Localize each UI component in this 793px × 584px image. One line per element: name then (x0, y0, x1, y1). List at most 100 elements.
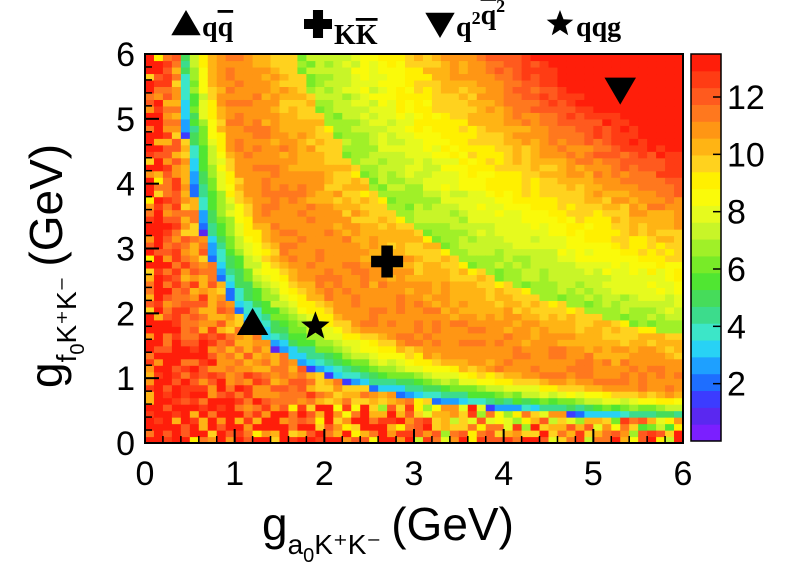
heatmap-cell (162, 157, 173, 165)
heatmap-cell (360, 358, 370, 366)
heatmap-cell (396, 144, 406, 152)
heatmap-cell (234, 352, 245, 360)
heatmap-cell (162, 216, 173, 224)
heatmap-cell (351, 131, 361, 139)
heatmap-cell (674, 306, 684, 314)
heatmap-cell (431, 267, 442, 276)
heatmap-cell (620, 332, 630, 340)
heatmap-cell (252, 248, 263, 256)
heatmap-cell (378, 54, 388, 62)
heatmap-cell (431, 105, 442, 113)
heatmap-cell (611, 229, 621, 237)
heatmap-cell (431, 358, 442, 366)
heatmap-cell (396, 216, 406, 224)
heatmap-cell (270, 397, 281, 405)
heatmap-cell (494, 177, 505, 185)
heatmap-cell (198, 151, 209, 159)
heatmap-cell (449, 54, 460, 62)
heatmap-cell (180, 319, 191, 327)
heatmap-cell (620, 138, 630, 146)
heatmap-cell (225, 248, 236, 256)
heatmap-cell (557, 131, 568, 139)
heatmap-cell (611, 365, 621, 373)
heatmap-cell (288, 293, 299, 301)
heatmap-cell (566, 170, 576, 178)
heatmap-cell (674, 345, 684, 353)
heatmap-cell (180, 423, 191, 431)
heatmap-cell (494, 170, 505, 178)
heatmap-cell (656, 144, 666, 152)
heatmap-cell (494, 60, 505, 68)
heatmap-cell (566, 196, 576, 204)
heatmap-cell (593, 73, 603, 81)
heatmap-cell (288, 404, 299, 412)
heatmap-cell (297, 300, 307, 308)
heatmap-cell (548, 151, 559, 159)
heatmap-cell (145, 274, 155, 282)
heatmap-cell (629, 254, 639, 263)
heatmap-cell (216, 326, 227, 334)
heatmap-cell (315, 267, 325, 276)
heatmap-cell (485, 86, 496, 94)
heatmap-cell (422, 73, 433, 81)
heatmap-cell (665, 300, 675, 308)
heatmap-cell (252, 332, 263, 340)
heatmap-cell (288, 112, 299, 120)
heatmap-cell (171, 345, 182, 353)
heatmap-cell (611, 352, 621, 360)
heatmap-cell (261, 358, 272, 366)
heatmap-cell (638, 229, 648, 237)
heatmap-cell (270, 371, 281, 379)
heatmap-cell (252, 125, 263, 133)
heatmap-cell (207, 293, 218, 301)
heatmap-cell (369, 125, 379, 133)
heatmap-cell (342, 242, 352, 250)
heatmap-cell (288, 358, 299, 366)
heatmap-cell (476, 222, 487, 230)
heatmap-cell (476, 131, 487, 139)
heatmap-cell (216, 397, 227, 405)
heatmap-cell (360, 345, 370, 353)
heatmap-cell (243, 216, 254, 224)
heatmap-cell (387, 229, 397, 237)
heatmap-cell (674, 248, 684, 256)
heatmap-cell (243, 378, 254, 386)
heatmap-cell (512, 391, 523, 399)
heatmap-cell (494, 293, 505, 301)
heatmap-cell (405, 216, 415, 224)
heatmap-cell (198, 293, 209, 301)
heatmap-cell (467, 254, 478, 263)
heatmap-cell (243, 436, 254, 444)
heatmap-cell (611, 254, 621, 263)
heatmap-cell (243, 280, 254, 288)
heatmap-cell (270, 151, 281, 159)
heatmap-cell (503, 118, 514, 126)
heatmap-cell (557, 183, 568, 191)
heatmap-cell (198, 235, 209, 243)
heatmap-cell (449, 183, 460, 191)
heatmap-cell (665, 131, 675, 139)
heatmap-cell (324, 254, 334, 263)
heatmap-cell (324, 112, 334, 120)
heatmap-cell (396, 404, 406, 412)
heatmap-cell (656, 345, 666, 353)
heatmap-cell (539, 430, 550, 438)
heatmap-cell (414, 358, 424, 366)
heatmap-cell (252, 86, 263, 94)
heatmap-cell (243, 371, 254, 379)
heatmap-cell (449, 112, 460, 120)
heatmap-cell (539, 209, 550, 217)
heatmap-cell (405, 222, 415, 230)
heatmap-cell (647, 358, 657, 366)
heatmap-cell (378, 190, 388, 198)
heatmap-cell (270, 203, 281, 211)
heatmap-cell (189, 157, 200, 165)
heatmap-cell (494, 73, 505, 81)
heatmap-cell (306, 112, 316, 120)
heatmap-cell (180, 352, 191, 360)
heatmap-cell (315, 66, 325, 75)
heatmap-cell (476, 138, 487, 146)
heatmap-cell (485, 92, 496, 100)
heatmap-cell (270, 138, 281, 146)
